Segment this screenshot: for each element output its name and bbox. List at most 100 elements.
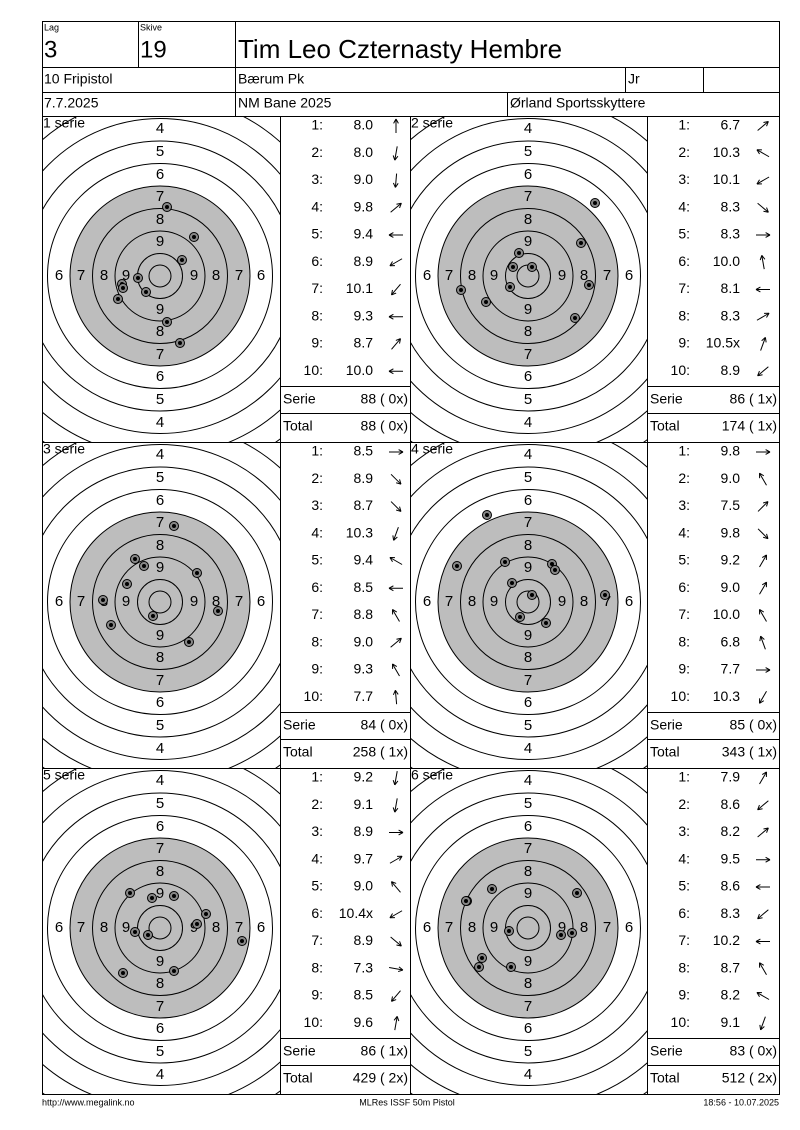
shot-value: 8.9 [354,823,374,839]
ring-label: 8 [580,267,588,284]
shot-number: 2: [311,144,323,160]
shot-number: 2: [678,144,690,160]
shot-number: 9: [678,335,690,351]
ring-label: 8 [524,863,532,880]
shot-number: 7: [311,932,323,948]
shot-number: 7: [311,280,323,296]
ring-label: 6 [625,267,633,284]
direction-arrow [392,146,399,161]
shot-hole-center [178,341,182,345]
shot-value: 8.2 [721,987,741,1003]
direction-arrow [392,663,400,677]
shot-hole-center [172,524,176,528]
shot-value: 7.5 [721,497,741,513]
shot-number: 9: [678,661,690,677]
ring [148,264,172,288]
date: 7.7.2025 [44,95,99,111]
shot-number: 1: [311,443,323,459]
shot-number: 6: [678,253,690,269]
club: Bærum Pk [238,71,305,87]
series-label: 3 serie [43,441,85,457]
shot-value: 8.7 [354,497,374,513]
direction-arrow [756,667,771,673]
shot-hole-center [172,969,176,973]
total-score: 512 ( 2x) [722,1070,777,1086]
direction-arrow [391,338,401,350]
ring-label: 7 [445,593,453,610]
direction-arrow [388,313,403,320]
ring-label: 8 [468,267,476,284]
target-black [438,838,618,1018]
ring [42,466,280,738]
shot-value: 7.7 [354,688,374,704]
shot-number: 10: [304,362,323,378]
shot-number: 5: [678,552,690,568]
ring-label: 8 [524,649,532,666]
footer-url: http://www.megalink.no [42,1097,135,1107]
serie-label: Serie [283,1043,316,1059]
ring-label: 8 [100,267,108,284]
shot-hole-center [180,258,184,262]
ring-label: 6 [524,368,532,385]
ring-label: 4 [524,740,532,757]
shot-hole-center [553,568,557,572]
event: NM Bane 2025 [238,95,332,111]
shot-number: 3: [311,497,323,513]
shot-hole-center [151,614,155,618]
ring-label: 4 [524,414,532,431]
direction-arrow [390,473,402,485]
ring-label: 9 [156,559,164,576]
shot-number: 3: [678,823,690,839]
ring-label: 6 [156,368,164,385]
shot-number: 3: [678,497,690,513]
direction-arrow [759,255,766,270]
ring [410,444,647,760]
shot-value: 9.4 [354,226,374,242]
serie-score: 88 ( 0x) [361,391,408,407]
shot-value: 8.3 [721,307,741,323]
shot-number: 10: [304,688,323,704]
ring [415,489,641,715]
shot-hole-center [485,513,489,517]
direction-arrow [388,368,403,375]
shot-hole-center [550,562,554,566]
ring-label: 7 [524,346,532,363]
direction-arrow [391,881,401,893]
shot-number: 1: [311,769,323,785]
serie-label: Serie [650,391,683,407]
ring-label: 7 [603,267,611,284]
shot-value: 8.9 [354,470,374,486]
direction-arrow [388,232,403,238]
ring [460,860,596,996]
shot-hole-center [503,560,507,564]
shot-number: 9: [311,987,323,1003]
shot-value: 6.7 [721,117,741,133]
direction-arrow [759,690,767,704]
ring-label: 9 [558,267,566,284]
ring-label: 8 [212,267,220,284]
shot-value: 10.5x [706,335,740,351]
ring-label: 5 [524,143,532,160]
ring-label: 9 [156,233,164,250]
shot-hole-center [150,896,154,900]
shot-value: 9.3 [354,661,374,677]
shot-number: 10: [304,1014,323,1030]
direction-arrow [757,909,769,920]
shot-number: 6: [678,905,690,921]
shot-value: 8.0 [354,117,374,133]
ring-label: 7 [77,919,85,936]
ring-label: 4 [524,446,532,463]
ring-label: 7 [524,188,532,205]
ring [137,579,183,625]
ring [410,118,647,434]
ring [114,556,206,648]
ring-label: 6 [423,267,431,284]
shot-value: 9.0 [354,171,374,187]
serie-score: 85 ( 0x) [730,717,777,733]
target-black [70,512,250,692]
ring-label: 7 [235,267,243,284]
shot-number: 2: [311,796,323,812]
direction-arrow [756,176,770,185]
shot-value: 8.2 [721,823,741,839]
